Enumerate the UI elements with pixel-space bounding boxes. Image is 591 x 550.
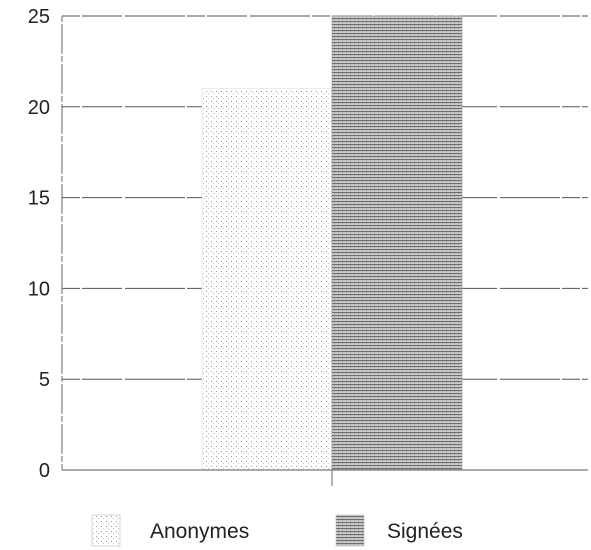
y-tick-label: 15 xyxy=(28,188,50,210)
y-tick-label: 5 xyxy=(39,369,50,391)
y-tick-labels: 0 5 10 15 20 25 xyxy=(28,6,50,482)
legend: Anonymes Signées xyxy=(91,514,463,547)
legend-label-anonymes: Anonymes xyxy=(150,520,249,543)
y-tick-label: 0 xyxy=(39,460,50,482)
y-tick-label: 20 xyxy=(28,97,50,119)
legend-swatch-signées xyxy=(335,514,365,547)
y-tick-label: 10 xyxy=(28,278,50,300)
legend-swatch-anonymes xyxy=(91,514,121,547)
bar-anonymes xyxy=(201,88,333,471)
legend-label-signées: Signées xyxy=(387,520,463,543)
axes xyxy=(61,16,588,486)
y-tick-label: 25 xyxy=(28,6,50,28)
bar-signées xyxy=(331,15,463,471)
bars xyxy=(201,15,463,471)
